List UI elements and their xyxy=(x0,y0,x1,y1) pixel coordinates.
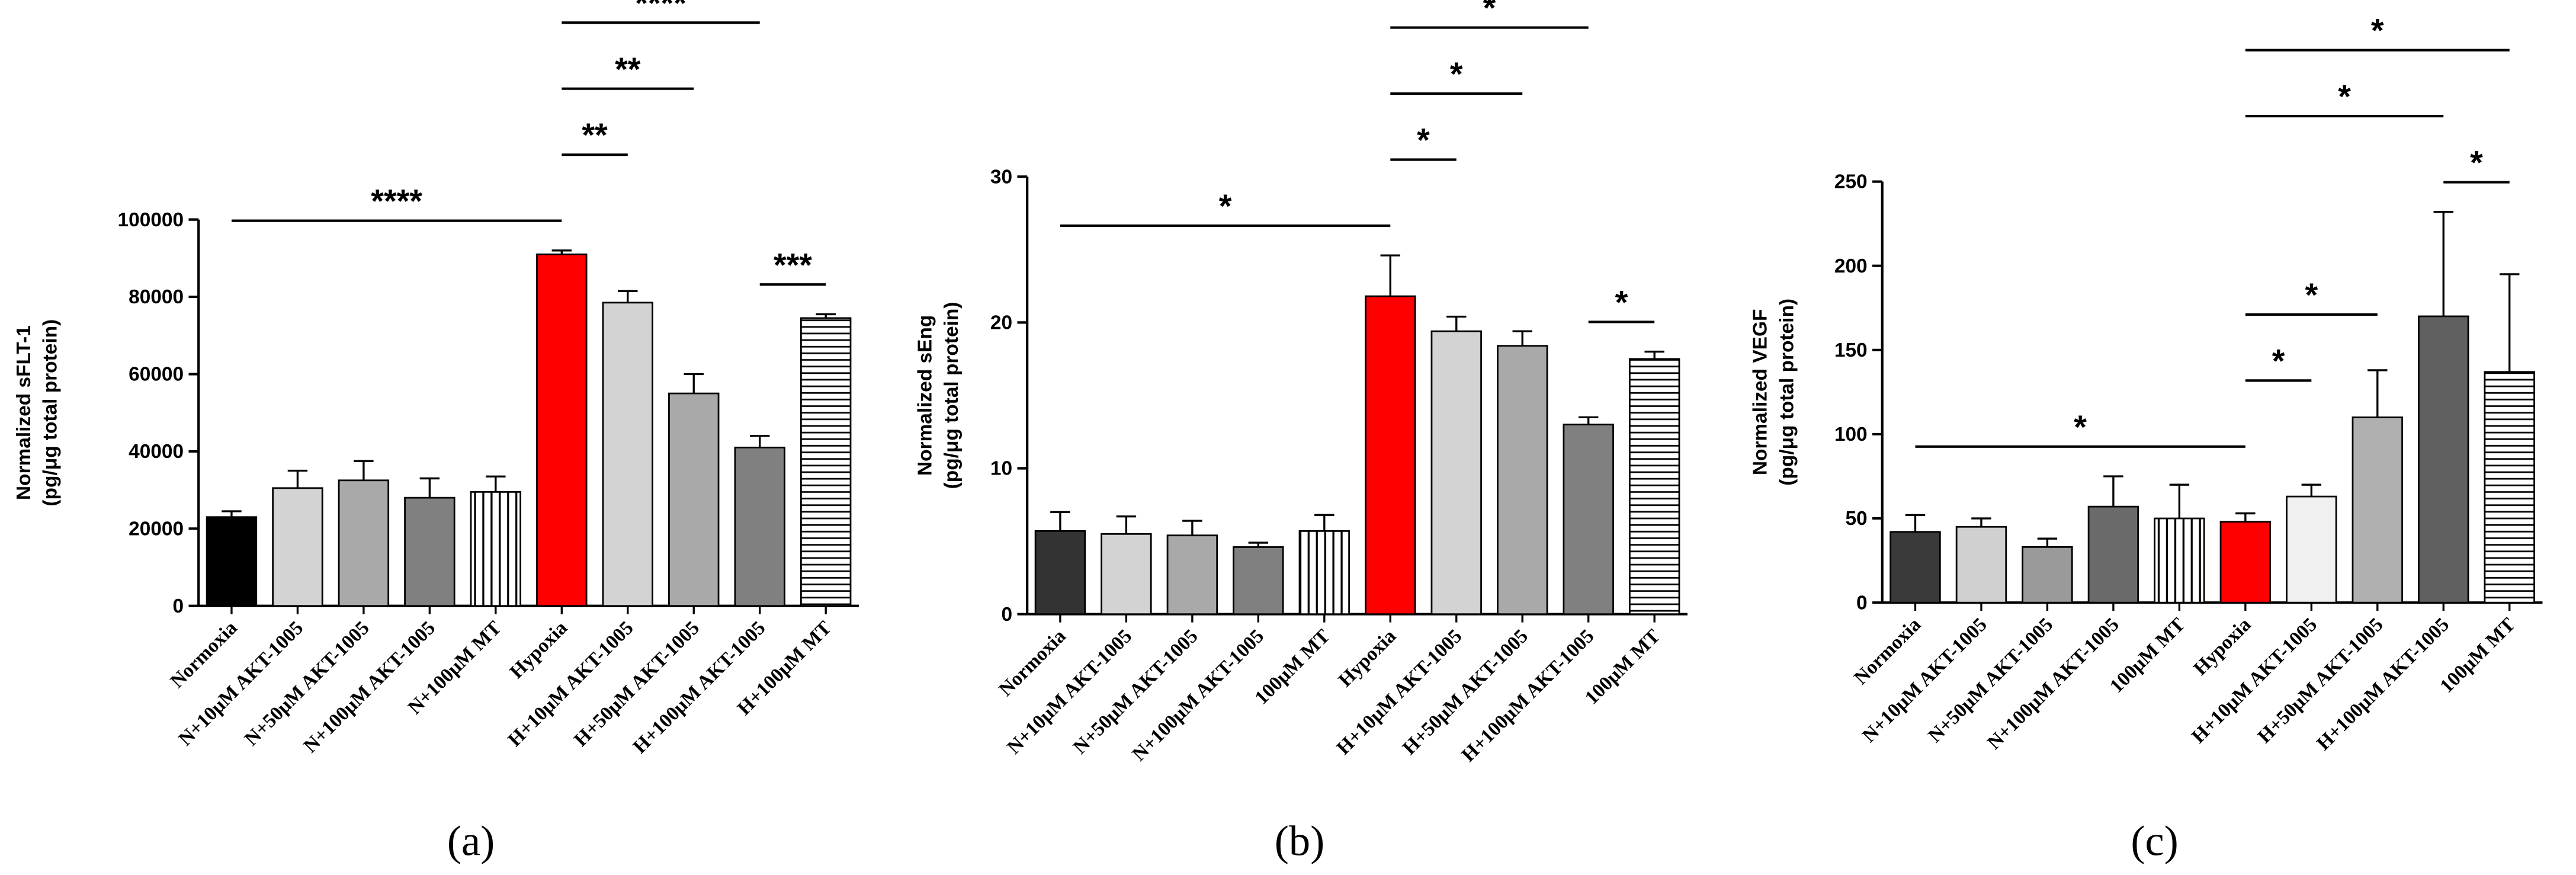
y-tick-label: 20 xyxy=(990,312,1012,334)
significance-label: * xyxy=(2305,277,2318,313)
bar xyxy=(602,302,653,607)
significance-label: * xyxy=(2074,409,2087,445)
x-tick-label: H+100μM AKT-1005 xyxy=(1457,625,1598,766)
y-tick-label: 60000 xyxy=(129,364,184,386)
x-tick-label: N+50μM AKT-1005 xyxy=(1069,625,1202,758)
x-tick-label: N+50μM AKT-1005 xyxy=(1924,614,2057,747)
x-tick-label: N+100μM AKT-1005 xyxy=(299,617,440,757)
bar xyxy=(2352,416,2403,604)
significance-label: **** xyxy=(371,183,422,220)
caption: (a) xyxy=(447,817,495,865)
y-tick-label: 40000 xyxy=(129,441,184,463)
y-tick-label: 250 xyxy=(1834,171,1868,193)
caption: (c) xyxy=(2131,817,2178,865)
x-tick-label: N+50μM AKT-1005 xyxy=(240,617,374,750)
x-tick-label: N+10μM AKT-1005 xyxy=(1858,614,1991,747)
bar xyxy=(206,516,258,607)
significance-label: * xyxy=(2371,12,2384,49)
bar xyxy=(668,392,720,607)
bar xyxy=(536,253,588,607)
y-tick-label: 150 xyxy=(1834,339,1868,361)
y-tick-label: 10 xyxy=(990,458,1012,480)
y-tick-label: 50 xyxy=(1845,508,1867,530)
bar xyxy=(1563,424,1614,616)
bar xyxy=(2418,315,2469,604)
significance-label: * xyxy=(1615,284,1628,320)
y-tick-label: 0 xyxy=(1856,592,1868,614)
x-tick-label: H+100μM AKT-1005 xyxy=(2312,614,2453,755)
y-tick-label: 30 xyxy=(990,166,1012,188)
significance-label: * xyxy=(2272,342,2285,379)
significance-label: * xyxy=(1417,122,1430,159)
x-tick-label: N+100μM AKT-1005 xyxy=(1983,614,2123,754)
significance-label: * xyxy=(1450,56,1463,92)
significance-label: * xyxy=(1219,188,1232,225)
bar xyxy=(1890,531,1941,604)
bar xyxy=(1101,533,1152,616)
x-tick-label: H+50μM AKT-1005 xyxy=(1398,625,1532,759)
y-axis-label: (pg/μg total protein) xyxy=(40,319,62,507)
x-tick-label: H+10μM AKT-1005 xyxy=(503,617,637,751)
bar xyxy=(470,491,522,607)
bar xyxy=(1628,358,1680,616)
x-tick-label: N+100μM AKT-1005 xyxy=(1128,625,1268,765)
bar xyxy=(2484,371,2535,604)
y-axis-label: (pg/μg total protein) xyxy=(1776,299,1798,486)
significance-label: *** xyxy=(774,246,812,283)
bar xyxy=(1497,345,1548,616)
x-tick-label: H+50μM AKT-1005 xyxy=(570,617,704,751)
significance-label: * xyxy=(1483,0,1496,27)
y-tick-label: 100 xyxy=(1834,424,1868,445)
y-tick-label: 80000 xyxy=(129,286,184,308)
bar xyxy=(1298,530,1350,616)
bar xyxy=(1955,525,2007,604)
bar xyxy=(1034,530,1086,616)
y-axis-label: (pg/μg total protein) xyxy=(941,302,963,489)
y-tick-label: 0 xyxy=(1001,604,1012,626)
y-axis-label: Normalized VEGF xyxy=(1750,309,1772,476)
significance-label: **** xyxy=(635,0,686,21)
bar xyxy=(1430,330,1482,616)
x-tick-label: Hypoxia xyxy=(506,617,572,683)
significance-label: ** xyxy=(615,51,641,88)
y-axis-label: Normalized sEng xyxy=(915,315,936,476)
bar xyxy=(1233,546,1284,616)
x-tick-label: H+10μM AKT-1005 xyxy=(1332,625,1466,759)
y-tick-label: 20000 xyxy=(129,518,184,540)
bar xyxy=(2022,546,2073,604)
x-tick-label: Hypoxia xyxy=(2189,613,2256,680)
caption: (b) xyxy=(1275,817,1324,865)
bar xyxy=(2286,495,2337,604)
x-tick-label: Hypoxia xyxy=(1334,625,1401,691)
significance-label: ** xyxy=(582,117,608,153)
bar xyxy=(800,317,852,607)
y-tick-label: 200 xyxy=(1834,255,1868,277)
bar xyxy=(2219,521,2272,604)
x-tick-label: N+10μM AKT-1005 xyxy=(1003,625,1136,758)
y-axis-label: Normalized sFLT-1 xyxy=(13,325,35,500)
y-tick-label: 100000 xyxy=(118,209,184,231)
x-tick-label: H+10μM AKT-1005 xyxy=(2187,614,2321,748)
y-tick-label: 0 xyxy=(173,595,184,617)
bar xyxy=(272,487,323,607)
bar xyxy=(404,496,455,607)
significance-label: * xyxy=(2338,78,2351,115)
bar xyxy=(1166,534,1218,616)
bar xyxy=(2154,517,2205,604)
significance-label: * xyxy=(2470,145,2483,181)
bar xyxy=(1365,295,1416,616)
x-tick-label: N+10μM AKT-1005 xyxy=(174,617,307,750)
bar xyxy=(338,479,390,607)
bar xyxy=(734,446,785,607)
bar xyxy=(2087,505,2139,604)
x-tick-label: H+50μM AKT-1005 xyxy=(2253,614,2387,748)
